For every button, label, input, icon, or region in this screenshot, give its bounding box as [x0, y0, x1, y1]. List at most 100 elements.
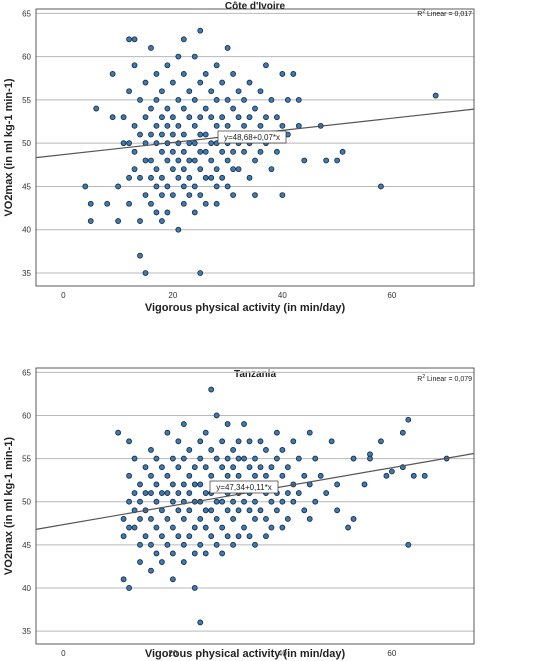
data-point [197, 516, 204, 522]
data-point [399, 429, 406, 436]
y-tick-label: 45 [22, 541, 31, 550]
data-point [334, 481, 341, 488]
data-point [191, 183, 198, 190]
data-point [82, 183, 89, 190]
data-point [279, 524, 286, 531]
data-point [142, 192, 149, 199]
data-point [164, 541, 171, 548]
equation-label: y=47,34+0,11*x [216, 483, 271, 492]
data-point [169, 148, 176, 155]
data-point [421, 472, 428, 479]
data-point [273, 455, 280, 462]
data-point [159, 192, 165, 199]
data-point [410, 472, 417, 479]
x-tick-label: 0 [61, 649, 66, 658]
y-tick-label: 50 [22, 139, 31, 148]
data-point [273, 148, 280, 155]
data-point [367, 455, 373, 462]
x-axis-title: Vigorous physical activity (in min/day) [145, 648, 346, 660]
data-point [153, 550, 160, 557]
data-point [197, 438, 204, 445]
data-point [109, 71, 116, 77]
data-point [175, 226, 182, 233]
data-point [279, 192, 286, 199]
data-point [159, 464, 165, 471]
data-point [87, 200, 94, 207]
data-point [131, 524, 138, 531]
data-point [169, 114, 176, 121]
data-point [202, 131, 209, 138]
data-point [224, 507, 231, 514]
data-point [164, 105, 171, 112]
data-point [180, 131, 187, 138]
data-point [219, 498, 226, 505]
data-point [295, 122, 302, 129]
data-point [279, 71, 286, 77]
data-point [257, 507, 264, 514]
data-point [202, 550, 209, 557]
scatter-panel-2: Tanzania 35 40 45 50 55 60 65 0 20 40 60 y=47,34+0,1… [3, 367, 475, 660]
scatter-panel-1: Côte d'Ivoire 35 40 45 50 55 60 65 0 20 40 60 y=48,6… [3, 1, 475, 314]
data-point [350, 516, 357, 522]
data-point [213, 96, 220, 103]
data-point [175, 122, 182, 129]
data-point [142, 114, 149, 121]
data-point [235, 533, 242, 540]
data-point [115, 183, 122, 190]
data-point [279, 447, 286, 453]
plot-frame [35, 367, 475, 645]
x-axis-title: Vigorous physical activity (in min/day) [145, 302, 346, 314]
data-point [219, 174, 226, 181]
data-point [273, 114, 280, 121]
data-point [169, 498, 176, 505]
data-point [180, 183, 187, 190]
data-point [219, 464, 226, 471]
data-point [279, 472, 286, 479]
data-point [312, 455, 319, 462]
data-point [230, 447, 237, 453]
data-point [317, 472, 324, 479]
data-point [230, 71, 237, 77]
data-point [257, 122, 264, 129]
data-point [246, 507, 253, 514]
data-point [301, 157, 308, 164]
data-point [334, 157, 341, 164]
data-point [175, 53, 182, 60]
data-point [131, 36, 138, 43]
data-point [202, 490, 209, 496]
data-point [180, 516, 187, 522]
data-point [164, 490, 171, 496]
data-point [180, 148, 187, 155]
data-point [169, 131, 176, 138]
data-point [383, 472, 390, 479]
y-tick-label: 55 [22, 455, 31, 464]
data-point [137, 252, 143, 259]
y-axis-title: VO2max (in ml kg-1 min-1) [3, 78, 15, 216]
data-point [175, 438, 182, 445]
data-point [290, 71, 297, 77]
data-point [126, 524, 132, 531]
data-point [87, 218, 94, 224]
y-tick-label: 35 [22, 269, 31, 278]
data-point [252, 192, 258, 199]
data-point [263, 472, 269, 479]
data-point [252, 105, 258, 112]
data-point [230, 148, 237, 155]
data-point [159, 507, 165, 514]
data-point [197, 166, 204, 173]
data-point [120, 533, 127, 540]
data-point [197, 481, 204, 488]
x-tick-label: 60 [387, 649, 396, 658]
data-point [175, 174, 182, 181]
data-point [252, 157, 258, 164]
data-point [191, 550, 198, 557]
data-point [153, 183, 160, 190]
data-point [197, 79, 204, 86]
data-point [137, 481, 143, 488]
data-point [159, 533, 165, 540]
data-point [230, 541, 237, 548]
data-point [224, 122, 231, 129]
data-point [378, 438, 384, 445]
data-point [301, 507, 308, 514]
data-point [164, 429, 171, 436]
